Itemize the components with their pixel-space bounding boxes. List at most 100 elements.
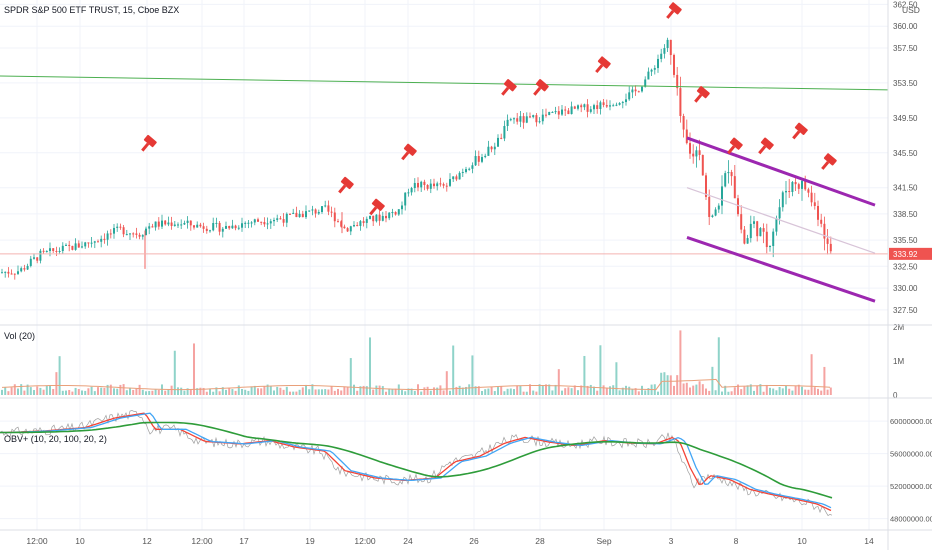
gavel-icon[interactable] xyxy=(663,2,682,22)
candle-body xyxy=(90,242,93,244)
volume-bar xyxy=(241,388,243,395)
candle-body xyxy=(628,92,631,100)
candle-body xyxy=(365,218,368,223)
candle-body xyxy=(813,202,816,206)
candle-body xyxy=(772,231,775,247)
volume-bar xyxy=(349,358,352,395)
volume-bar xyxy=(436,387,439,395)
candle-body xyxy=(455,176,458,180)
gavel-icon[interactable] xyxy=(366,198,385,218)
candle-body xyxy=(13,273,16,275)
candle-body xyxy=(36,257,39,261)
candle-body xyxy=(791,182,794,192)
volume-bar xyxy=(145,391,147,395)
volume-bar xyxy=(337,388,339,395)
gavel-icon[interactable] xyxy=(398,143,417,163)
volume-bar xyxy=(660,372,663,395)
volume-bar xyxy=(586,385,589,395)
candle-body xyxy=(356,225,359,227)
candle-body xyxy=(785,191,787,193)
volume-bar xyxy=(199,387,202,395)
volume-bar xyxy=(685,382,688,395)
candle-body xyxy=(583,104,586,108)
candle-body xyxy=(10,273,13,275)
volume-bar xyxy=(785,385,787,395)
volume-bar xyxy=(10,387,13,395)
volume-bar xyxy=(477,386,480,395)
candle-body xyxy=(20,268,23,272)
candle-body xyxy=(317,211,320,214)
volume-bar xyxy=(202,387,205,395)
gavel-icon[interactable] xyxy=(335,176,354,196)
candle-body xyxy=(573,106,576,109)
candle-body xyxy=(135,233,138,235)
volume-bar xyxy=(583,355,586,395)
channel-lower-line[interactable] xyxy=(686,236,876,303)
volume-bar xyxy=(289,391,291,395)
candle-body xyxy=(161,220,163,227)
candle-body xyxy=(234,225,237,229)
candle-body xyxy=(641,86,643,92)
channel-upper-line[interactable] xyxy=(686,136,876,207)
gavel-icon[interactable] xyxy=(592,56,611,76)
gavel-icon[interactable] xyxy=(724,137,743,157)
gavel-icon[interactable] xyxy=(789,122,808,142)
volume-bar xyxy=(506,388,509,395)
volume-bar xyxy=(305,384,307,395)
candle-body xyxy=(737,198,739,215)
candle-body xyxy=(23,268,26,270)
volume-bar xyxy=(625,385,627,395)
candle-body xyxy=(301,213,304,218)
obv-label[interactable]: OBV+ (10, 20, 100, 20, 2) xyxy=(4,434,107,444)
x-tick-label: 3 xyxy=(669,536,674,546)
volume-bar xyxy=(298,389,301,395)
gavel-icon[interactable] xyxy=(818,153,837,173)
candle-body xyxy=(279,218,282,220)
candle-body xyxy=(525,116,528,123)
candle-body xyxy=(292,212,295,214)
volume-bar xyxy=(205,391,208,395)
channel-midline[interactable] xyxy=(686,187,876,254)
volume-bar xyxy=(557,369,560,395)
volume-label[interactable]: Vol (20) xyxy=(4,331,35,341)
candle-body xyxy=(199,224,202,227)
volume-bar xyxy=(461,387,464,395)
candle-body xyxy=(119,226,122,228)
candle-body xyxy=(506,119,509,127)
gavel-icon[interactable] xyxy=(691,86,710,106)
candle-body xyxy=(298,213,301,218)
price-tick-label: 327.50 xyxy=(893,306,918,315)
symbol-title[interactable]: SPDR S&P 500 ETF TRUST, 15, Cboe BZX xyxy=(4,5,179,15)
volume-bar xyxy=(647,388,650,395)
volume-bar xyxy=(154,389,157,395)
gavel-icon[interactable] xyxy=(755,137,774,157)
x-tick-label: 8 xyxy=(734,536,739,546)
candle-body xyxy=(225,225,227,229)
candle-body xyxy=(269,221,272,224)
candle-body xyxy=(759,228,762,237)
volume-bar xyxy=(471,355,474,395)
alert-markers[interactable] xyxy=(138,2,837,218)
candle-body xyxy=(337,221,339,223)
gavel-icon[interactable] xyxy=(138,134,157,155)
gavel-head xyxy=(503,79,517,92)
volume-bar xyxy=(308,389,311,395)
candle-body xyxy=(388,212,391,219)
candle-body xyxy=(196,224,199,228)
volume-bar xyxy=(404,391,407,395)
volume-bar xyxy=(407,388,410,395)
volume-bar xyxy=(148,390,151,395)
gavel-icon[interactable] xyxy=(498,79,517,99)
resistance-line[interactable] xyxy=(0,75,889,91)
volume-bar xyxy=(602,385,605,395)
candle-body xyxy=(490,146,493,150)
candle-body xyxy=(100,238,103,242)
candle-body xyxy=(580,105,583,108)
gavel-icon[interactable] xyxy=(530,79,549,99)
volume-bar xyxy=(7,391,10,395)
candle-body xyxy=(679,88,682,117)
candle-body xyxy=(541,114,544,122)
candle-body xyxy=(250,222,253,224)
drawings[interactable] xyxy=(0,75,889,303)
